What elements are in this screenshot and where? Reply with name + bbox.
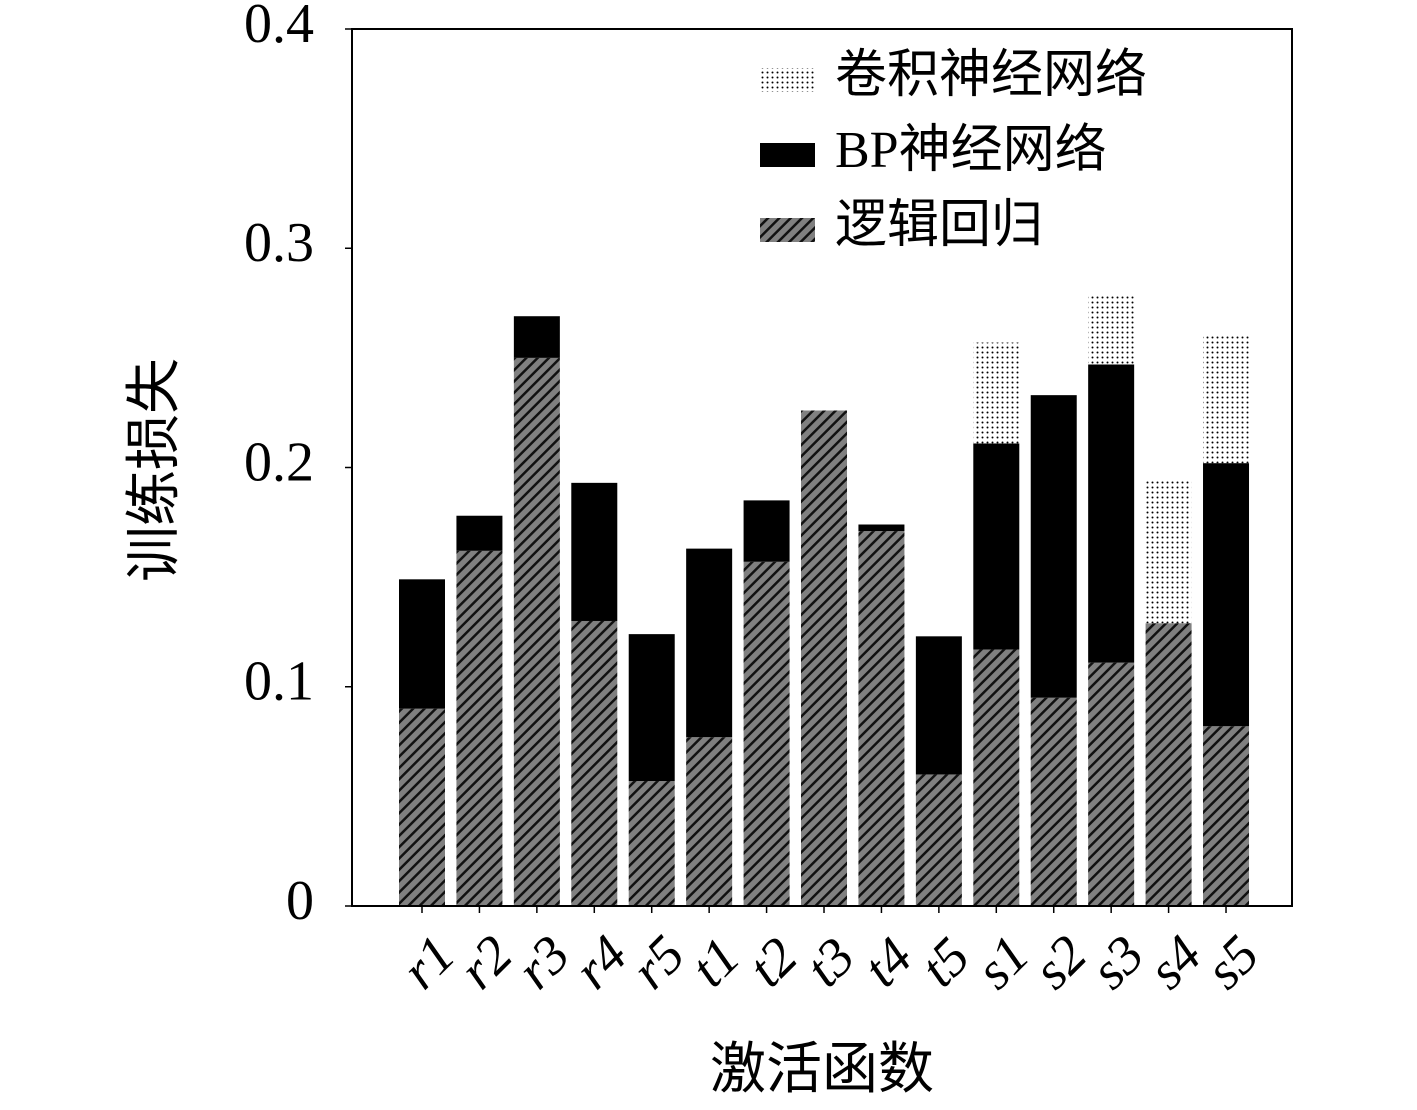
legend-label: 卷积神经网络	[835, 47, 1147, 104]
legend-label: 逻辑回归	[835, 197, 1043, 254]
bar-segment	[1030, 395, 1077, 698]
bar-segment	[1145, 623, 1192, 906]
bar-segment	[1203, 335, 1250, 464]
bar-segment	[513, 357, 560, 906]
bar-segment	[1088, 662, 1135, 906]
bar-segment	[973, 649, 1020, 906]
bar-segment	[399, 708, 445, 906]
y-tick-label: 0.1	[244, 651, 314, 713]
bar-segment	[686, 737, 733, 906]
legend-swatch	[760, 218, 815, 242]
x-tick-label: s5	[1194, 924, 1270, 1000]
bar-segment	[1088, 296, 1135, 365]
y-tick-label: 0.4	[244, 0, 314, 55]
y-tick-label: 0.3	[244, 212, 314, 274]
bar-segment	[858, 524, 905, 532]
x-axis-label: 激活函数	[710, 1039, 934, 1101]
bar-segment	[1145, 480, 1192, 624]
bar-segment	[456, 550, 503, 906]
y-tick-label: 0.2	[244, 431, 314, 493]
bar-segment	[571, 620, 618, 906]
bar-segment	[628, 634, 675, 782]
bar-segment	[743, 561, 790, 906]
bar-segment	[571, 482, 618, 621]
bar-segment	[686, 548, 733, 738]
bar-segment	[399, 579, 445, 709]
x-tick-label: t3	[794, 926, 866, 998]
legend-swatch	[760, 68, 815, 92]
bar-segment	[1088, 364, 1135, 663]
x-tick-label: t4	[851, 926, 923, 998]
bar-segment	[915, 636, 962, 775]
bar-segment	[1203, 463, 1250, 727]
bar-segment	[513, 316, 560, 358]
x-tick-label: t2	[737, 926, 809, 998]
bar-segment	[628, 781, 675, 906]
bar-segment	[456, 515, 503, 551]
bar-segment	[973, 443, 1020, 650]
y-tick-label: 0	[286, 870, 314, 932]
bar-segment	[743, 500, 790, 562]
bar-segment	[801, 410, 848, 906]
bar-segment	[1203, 726, 1250, 906]
legend-swatch	[760, 143, 815, 167]
bar-segment	[973, 342, 1020, 444]
x-tick-label: t1	[679, 926, 751, 998]
legend-label: BP神经网络	[835, 122, 1107, 179]
bar-segment	[915, 774, 962, 906]
bar-segment	[858, 531, 905, 906]
y-axis-label: 训练损失	[124, 358, 186, 582]
bar-segment	[1030, 697, 1077, 906]
